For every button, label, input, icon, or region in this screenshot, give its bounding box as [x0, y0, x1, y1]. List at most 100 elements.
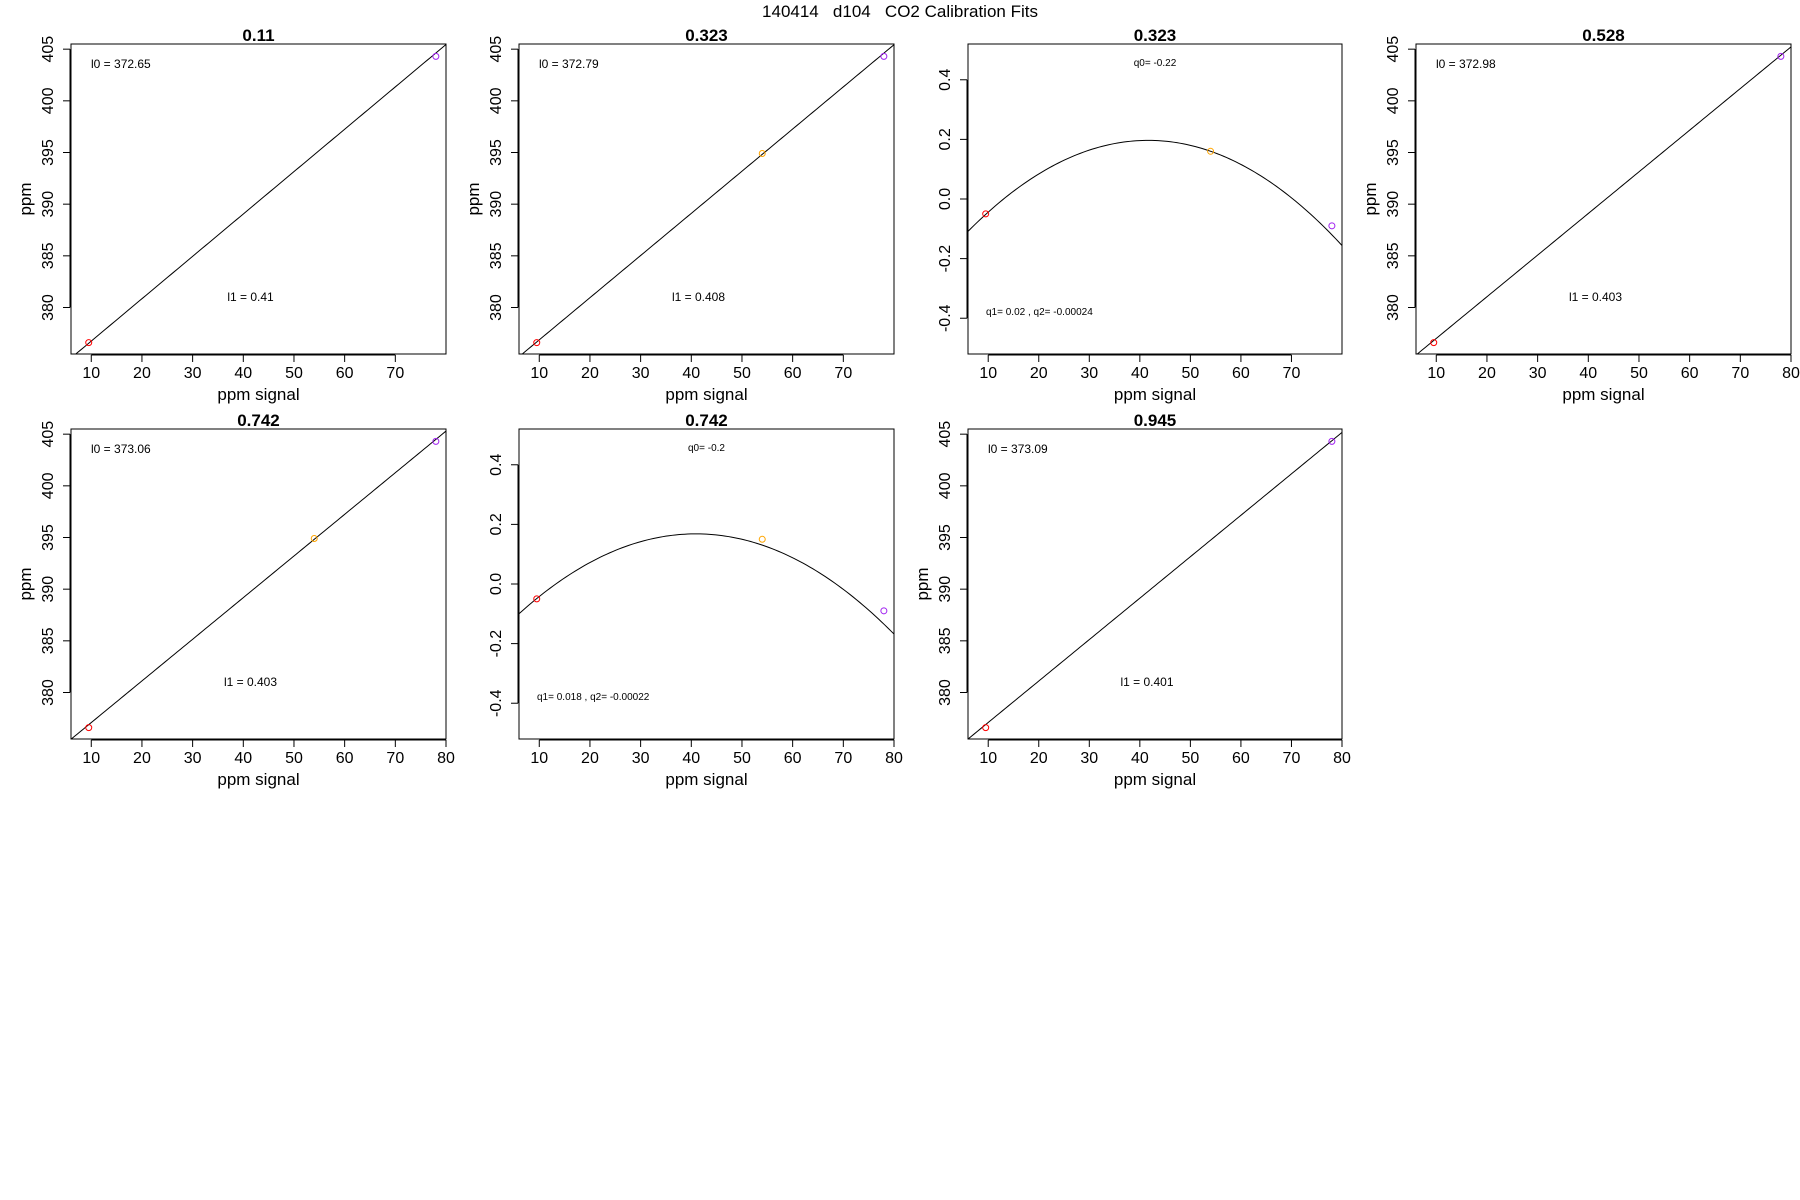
x-tick-label: 30 [1529, 365, 1547, 382]
fit-line [968, 432, 1342, 739]
x-tick-label: 10 [82, 750, 100, 767]
y-tick-label: 405 [40, 36, 57, 63]
x-tick-label: 70 [834, 750, 852, 767]
data-point [533, 595, 541, 603]
data-point [432, 52, 440, 60]
y-tick-label: 390 [488, 191, 505, 218]
y-tick-label: 385 [40, 242, 57, 269]
y-tick-label: 380 [1385, 294, 1402, 321]
data-point [85, 339, 93, 347]
intercept-label: l0 = 372.98 [1436, 57, 1496, 71]
x-tick-label: 30 [184, 365, 202, 382]
x-tick-label: 30 [632, 365, 650, 382]
y-tick-label: 0.2 [488, 513, 505, 535]
plot-frame [70, 43, 447, 355]
panel-title: 0.742 [685, 411, 728, 430]
slope-label: l1 = 0.401 [1120, 675, 1173, 689]
x-tick-label: 50 [1181, 750, 1199, 767]
y-tick-label: 390 [40, 576, 57, 603]
y-tick-label: 395 [488, 139, 505, 166]
x-tick-label: 60 [336, 750, 354, 767]
x-axis-label: ppm signal [1114, 770, 1196, 789]
data-point [310, 535, 318, 543]
y-tick-label: 405 [937, 421, 954, 448]
x-tick-label: 20 [1030, 365, 1048, 382]
data-point [432, 437, 440, 445]
plot-frame [518, 43, 895, 355]
plot-frame [1415, 43, 1792, 355]
y-tick-label: 400 [488, 87, 505, 114]
data-point [1328, 222, 1336, 230]
y-tick-label: -0.2 [937, 245, 954, 273]
y-tick-label: 390 [40, 191, 57, 218]
y-axis-label: ppm [16, 182, 35, 215]
y-axis-label: ppm [1361, 182, 1380, 215]
x-tick-label: 70 [386, 365, 404, 382]
y-tick-label: 400 [937, 472, 954, 499]
x-tick-label: 20 [581, 365, 599, 382]
x-tick-label: 50 [1181, 365, 1199, 382]
slope-label: l1 = 0.403 [1569, 290, 1622, 304]
x-tick-label: 20 [133, 750, 151, 767]
x-tick-label: 10 [979, 750, 997, 767]
x-tick-label: 20 [581, 750, 599, 767]
data-point [1777, 52, 1785, 60]
x-tick-label: 10 [530, 365, 548, 382]
x-tick-label: 60 [1232, 750, 1250, 767]
y-tick-label: 0.0 [488, 573, 505, 595]
x-tick-label: 40 [234, 750, 252, 767]
panel-title: 0.11 [242, 26, 274, 45]
y-tick-label: 405 [488, 36, 505, 63]
fit-line [521, 44, 894, 354]
x-tick-label: 30 [1080, 750, 1098, 767]
data-point [758, 535, 766, 543]
x-tick-label: 60 [784, 365, 802, 382]
plot-frame [70, 428, 447, 740]
y-tick-label: 400 [1385, 87, 1402, 114]
data-point [1430, 339, 1438, 347]
y-tick-label: 395 [937, 524, 954, 551]
x-axis-label: ppm signal [665, 385, 747, 404]
x-tick-label: 80 [1333, 750, 1351, 767]
panel-title: 0.742 [237, 411, 280, 430]
x-tick-label: 40 [1131, 365, 1149, 382]
y-tick-label: 385 [937, 627, 954, 654]
x-axis-label: ppm signal [1114, 385, 1196, 404]
data-point [1207, 147, 1215, 155]
intercept-label: l0 = 372.65 [91, 57, 151, 71]
x-tick-label: 70 [834, 365, 852, 382]
chart-panel-3: 0.323 10 20 30 40 50 60 70 ppm signal -0.4 -0.2 0.0… [937, 26, 1343, 404]
y-tick-label: 385 [488, 242, 505, 269]
y-tick-label: 405 [1385, 36, 1402, 63]
data-point [880, 52, 888, 60]
fit-line [968, 139, 1342, 246]
x-tick-label: 50 [733, 365, 751, 382]
x-axis-label: ppm signal [665, 770, 747, 789]
x-axis-label: ppm signal [1562, 385, 1644, 404]
x-tick-label: 10 [530, 750, 548, 767]
y-axis-label: ppm [16, 567, 35, 600]
q0-label: q0= -0.22 [1134, 58, 1177, 69]
x-tick-label: 40 [1131, 750, 1149, 767]
fit-line [1416, 46, 1791, 354]
y-axis-label: ppm [464, 182, 483, 215]
y-tick-label: 0.0 [937, 188, 954, 210]
y-tick-label: 380 [937, 679, 954, 706]
y-tick-label: 385 [1385, 242, 1402, 269]
x-tick-label: 70 [1283, 365, 1301, 382]
x-tick-label: 80 [1782, 365, 1800, 382]
y-tick-label: 395 [40, 524, 57, 551]
x-tick-label: 10 [1427, 365, 1445, 382]
data-point [982, 210, 990, 218]
x-tick-label: 70 [1283, 750, 1301, 767]
plot-frame [967, 428, 1343, 740]
q1-q2-label: q1= 0.018 , q2= -0.00022 [537, 692, 650, 703]
y-tick-label: 395 [40, 139, 57, 166]
x-tick-label: 10 [979, 365, 997, 382]
data-point [533, 339, 541, 347]
x-tick-label: 40 [682, 365, 700, 382]
y-tick-label: 400 [40, 87, 57, 114]
y-tick-label: 380 [40, 294, 57, 321]
x-tick-label: 20 [1478, 365, 1496, 382]
